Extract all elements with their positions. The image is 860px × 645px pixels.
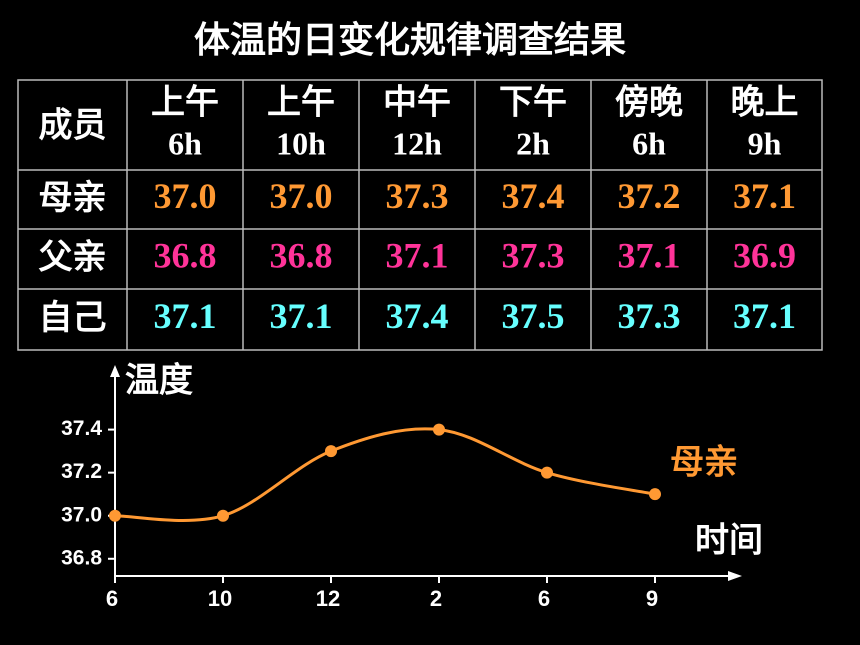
x-axis-arrow — [728, 571, 742, 581]
header-cell: 6h — [632, 125, 666, 161]
data-point — [541, 466, 553, 479]
y-tick-label: 36.8 — [61, 546, 102, 569]
x-tick-label: 6 — [538, 586, 550, 611]
table-cell: 37.0 — [270, 176, 333, 216]
table-cell: 37.1 — [270, 296, 333, 336]
slide-title: 体温的日变化规律调查结果 — [194, 19, 626, 61]
y-tick-label: 37.2 — [61, 460, 102, 483]
y-axis-label: 温度 — [125, 361, 193, 401]
header-cell: 上午 — [267, 83, 335, 123]
table-border — [17, 79, 823, 351]
header-cell: 下午 — [499, 83, 567, 123]
row-label: 自己 — [39, 298, 107, 338]
table-cell: 37.1 — [733, 296, 796, 336]
table-cell: 37.1 — [154, 296, 217, 336]
table-cell: 37.5 — [502, 296, 565, 336]
x-tick-label: 10 — [208, 586, 232, 611]
table-cell: 37.4 — [386, 296, 449, 336]
header-cell: 9h — [748, 125, 782, 161]
header-cell: 中午 — [383, 83, 451, 123]
y-tick-label: 37.4 — [61, 417, 102, 440]
y-tick-label: 37.0 — [61, 503, 102, 526]
table-cell: 37.2 — [618, 176, 681, 216]
header-cell: 上午 — [151, 83, 219, 123]
data-point — [217, 509, 229, 522]
header-cell: 2h — [516, 125, 550, 161]
data-point — [325, 445, 337, 458]
header-cell: 10h — [276, 125, 326, 161]
series-line — [114, 427, 656, 522]
header-cell: 6h — [168, 125, 202, 161]
header-cell: 12h — [392, 125, 442, 161]
header-cell: 傍晚 — [615, 83, 683, 123]
header-cell: 成员 — [39, 106, 107, 146]
table-cell: 37.3 — [502, 235, 565, 275]
table-cell: 37.1 — [733, 176, 796, 216]
y-axis-arrow — [110, 365, 120, 377]
table-cell: 36.8 — [270, 235, 333, 275]
data-point — [649, 488, 661, 501]
table-cell: 37.1 — [386, 235, 449, 275]
x-tick-label: 2 — [430, 586, 442, 611]
x-axis-label: 时间 — [695, 521, 763, 561]
table-cell: 36.9 — [733, 235, 796, 275]
data-point — [433, 423, 445, 436]
header-cell: 晚上 — [731, 83, 799, 123]
table-cell: 37.3 — [386, 176, 449, 216]
row-label: 父亲 — [39, 238, 107, 278]
table-cell: 36.8 — [154, 235, 217, 275]
table-cell: 37.1 — [618, 235, 681, 275]
x-tick-label: 6 — [106, 586, 118, 611]
table-cell: 37.4 — [502, 176, 565, 216]
data-point — [109, 509, 121, 522]
legend-label: 母亲 — [670, 443, 738, 483]
x-tick-label: 9 — [646, 586, 658, 611]
table-cell: 37.3 — [618, 296, 681, 336]
x-tick-label: 12 — [316, 586, 340, 611]
table-cell: 37.0 — [154, 176, 217, 216]
row-label: 母亲 — [39, 178, 107, 218]
